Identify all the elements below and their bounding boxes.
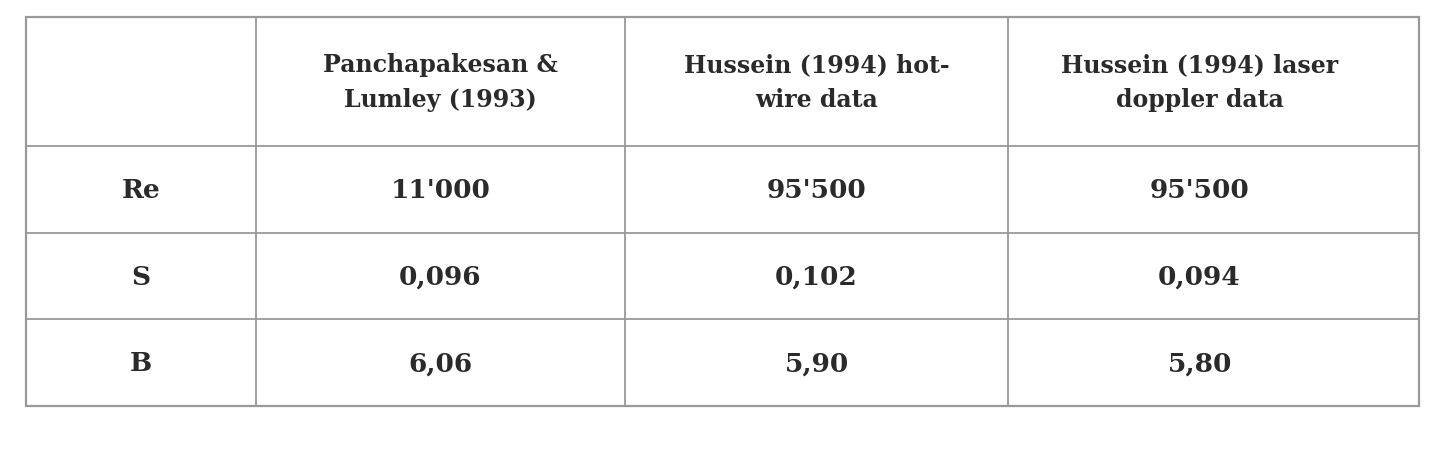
- Text: 6,06: 6,06: [409, 350, 473, 376]
- Text: Hussein (1994) laser
doppler data: Hussein (1994) laser doppler data: [1061, 53, 1338, 111]
- Text: S: S: [131, 264, 150, 289]
- Text: Re: Re: [121, 177, 160, 202]
- Text: 5,80: 5,80: [1168, 350, 1231, 376]
- Text: 95'500: 95'500: [1150, 177, 1250, 202]
- Bar: [26, 18, 1419, 406]
- Text: 5,90: 5,90: [785, 350, 848, 376]
- Text: 95'500: 95'500: [767, 177, 867, 202]
- Text: B: B: [130, 350, 152, 376]
- Text: 0,102: 0,102: [775, 264, 858, 289]
- Text: 0,094: 0,094: [1159, 264, 1241, 289]
- Text: Panchapakesan &
Lumley (1993): Panchapakesan & Lumley (1993): [324, 53, 558, 111]
- Text: Hussein (1994) hot-
wire data: Hussein (1994) hot- wire data: [683, 53, 949, 111]
- Text: 11'000: 11'000: [390, 177, 490, 202]
- Text: 0,096: 0,096: [399, 264, 481, 289]
